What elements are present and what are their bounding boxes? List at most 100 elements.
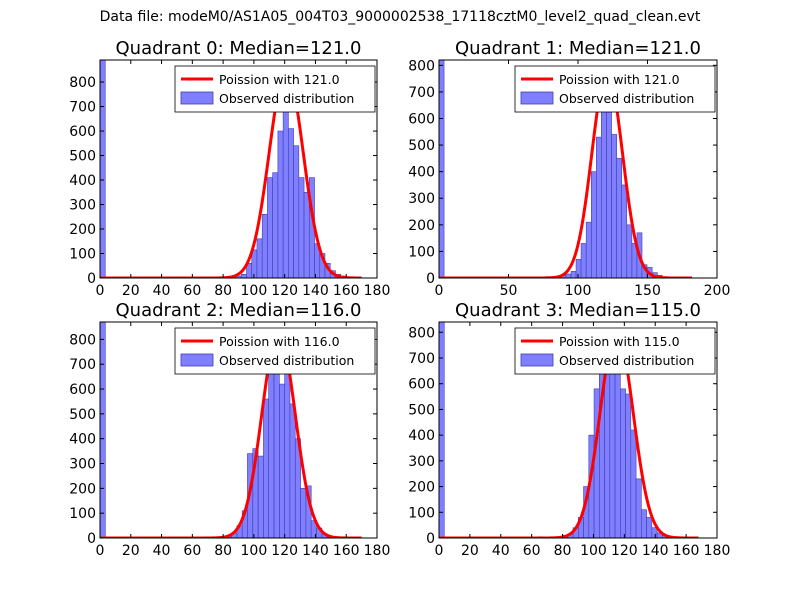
poisson-fit-line (100, 68, 363, 278)
x-tick-label: 180 (364, 283, 391, 299)
histogram-bar (641, 509, 647, 538)
y-tick-label: 600 (69, 382, 96, 398)
axes-frame (438, 321, 718, 539)
histogram-bar (300, 488, 307, 538)
y-tick-label: 100 (408, 244, 435, 260)
x-tick-label: 0 (435, 543, 444, 559)
y-tick-label: 300 (408, 454, 435, 470)
y-tick-label: 300 (69, 198, 96, 214)
x-tick-label: 140 (302, 543, 329, 559)
histogram-bar (580, 243, 587, 278)
x-tick-label: 180 (364, 543, 391, 559)
legend: Poission with 116.0 Observed distribution (174, 327, 376, 375)
x-tick-label: 60 (183, 283, 201, 299)
histogram-bar (625, 393, 632, 538)
subplot-title: Quadrant 3: Median=115.0 (455, 300, 701, 321)
x-tick-label: 40 (153, 283, 171, 299)
y-tick-label: 800 (69, 75, 96, 91)
histogram-bar (565, 273, 572, 278)
y-tick-label: 100 (69, 247, 96, 263)
y-tick-label: 800 (408, 58, 435, 74)
histogram-bar (585, 221, 592, 278)
histogram-bar (439, 322, 445, 538)
histogram-bar (298, 177, 305, 278)
y-tick-label: 200 (408, 218, 435, 234)
histogram-bar (263, 398, 270, 538)
x-tick-label: 100 (580, 543, 607, 559)
histogram-bar (620, 388, 626, 538)
x-tick-label: 160 (333, 283, 360, 299)
histogram-bar (616, 158, 623, 278)
histogram-bar (267, 177, 273, 278)
legend: Poission with 121.0 Observed distribution (174, 65, 376, 113)
x-tick-label: 0 (435, 283, 444, 299)
y-tick-label: 0 (426, 531, 435, 547)
y-tick-label: 500 (69, 407, 96, 423)
y-tick-label: 100 (408, 505, 435, 521)
legend-label-fit: Poission with 116.0 (219, 334, 340, 349)
legend-bar-swatch (520, 353, 554, 367)
histogram-bar (272, 172, 279, 278)
histogram-bar (240, 274, 247, 278)
plot-area (439, 322, 700, 538)
legend-label-observed: Observed distribution (219, 91, 354, 106)
y-tick-label: 400 (408, 165, 435, 181)
x-tick-label: 120 (611, 543, 638, 559)
axes-frame (99, 59, 378, 279)
x-tick-label: 140 (302, 283, 329, 299)
histogram-bar (289, 403, 296, 538)
plot-area (100, 322, 363, 538)
y-tick-label: 500 (408, 138, 435, 154)
legend: Poission with 121.0 Observed distribution (514, 65, 716, 113)
x-tick-label: 140 (642, 543, 669, 559)
legend-label-observed: Observed distribution (559, 91, 694, 106)
legend-bar-swatch (520, 91, 554, 105)
legend-label-fit: Poission with 121.0 (219, 72, 340, 87)
legend-bar-swatch (180, 91, 214, 105)
y-tick-label: 400 (408, 428, 435, 444)
subplot-title: Quadrant 2: Median=116.0 (116, 300, 362, 321)
histogram-bar (635, 478, 642, 538)
plot-area (439, 60, 693, 278)
y-tick-label: 600 (408, 111, 435, 127)
x-tick-label: 200 (704, 283, 731, 299)
x-tick-label: 160 (333, 543, 360, 559)
axes-frame (99, 321, 378, 539)
y-tick-label: 800 (69, 332, 96, 348)
y-tick-label: 600 (69, 124, 96, 140)
legend-label-observed: Observed distribution (219, 353, 354, 368)
y-tick-label: 700 (69, 357, 96, 373)
legend-label-fit: Poission with 121.0 (559, 72, 680, 87)
histogram-bar (439, 60, 445, 278)
x-tick-label: 80 (214, 283, 232, 299)
x-tick-label: 60 (523, 543, 541, 559)
subplot-title: Quadrant 0: Median=121.0 (116, 38, 362, 59)
y-tick-label: 0 (426, 271, 435, 287)
histogram-bar (593, 388, 600, 538)
x-tick-label: 80 (554, 543, 572, 559)
x-tick-label: 120 (271, 543, 298, 559)
x-tick-label: 100 (241, 543, 268, 559)
subplot-title: Quadrant 1: Median=121.0 (455, 38, 701, 59)
x-tick-label: 20 (122, 543, 140, 559)
histogram-bar (282, 106, 289, 278)
histogram-bar (596, 136, 602, 278)
subplot-quadrant-2: 0 20 40 60 80 100 120 140 160 1800100200300400500… (69, 300, 390, 559)
histogram-bar (591, 171, 597, 278)
legend: Poission with 115.0 Observed distribution (514, 327, 716, 375)
x-tick-label: 40 (153, 543, 171, 559)
histogram-bar (651, 527, 658, 538)
x-tick-label: 60 (183, 543, 201, 559)
legend-bar-swatch (180, 353, 214, 367)
poisson-fit-line (439, 70, 693, 278)
histogram-bar (268, 349, 275, 538)
x-tick-label: 20 (122, 283, 140, 299)
histogram-bar (303, 191, 310, 278)
y-tick-label: 700 (408, 85, 435, 101)
y-tick-label: 400 (69, 173, 96, 189)
histogram-bar (257, 455, 264, 538)
y-tick-label: 100 (69, 506, 96, 522)
histogram-bar (626, 224, 633, 278)
y-tick-label: 500 (408, 402, 435, 418)
histogram-bar (293, 145, 300, 278)
